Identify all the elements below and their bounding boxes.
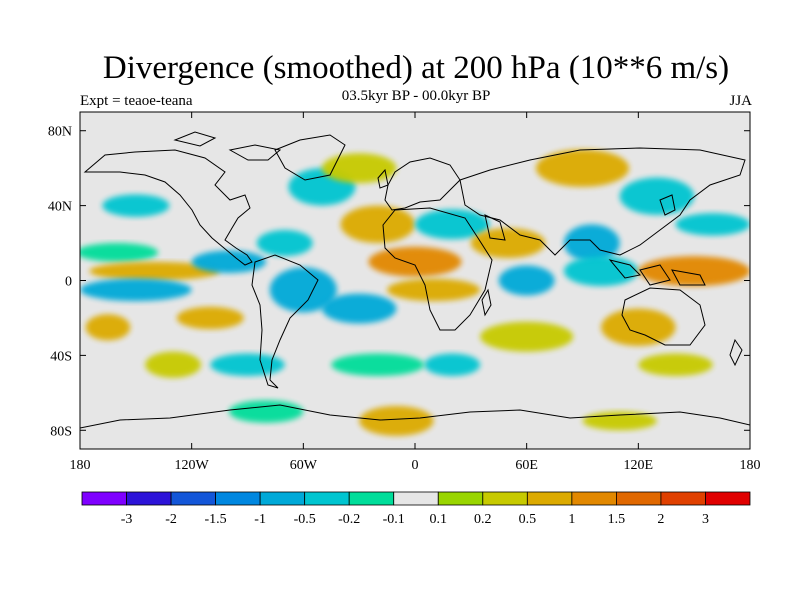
divergence-region: [269, 267, 337, 313]
colorbar-swatch: [215, 491, 261, 506]
divergence-region: [675, 213, 750, 236]
lat-tick-label: 40N: [48, 200, 72, 215]
colorbar-swatch: [616, 491, 662, 506]
colorbar-label: -1: [254, 512, 266, 527]
divergence-region: [582, 411, 657, 431]
divergence-region: [638, 353, 713, 376]
divergence-field-layer: [80, 149, 750, 436]
lat-tick-label: 40S: [50, 349, 72, 364]
divergence-region: [80, 243, 159, 262]
lon-tick-label: 0: [412, 458, 419, 473]
colorbar-swatch: [482, 491, 528, 506]
colorbar-label: 1.5: [608, 512, 626, 527]
colorbar-swatch: [660, 491, 706, 506]
map-axes: 80N 40N 0 40S 80S 180 120W 60W 0 60E 120E 180: [48, 112, 761, 473]
colorbar-swatch: [705, 491, 751, 506]
colorbar-label: -1.5: [205, 512, 227, 527]
divergence-region: [424, 353, 481, 376]
divergence-region: [256, 229, 313, 257]
divergence-region: [340, 205, 415, 244]
divergence-region: [102, 194, 170, 217]
colorbar-label: 0.5: [519, 512, 537, 527]
divergence-region: [563, 256, 639, 287]
lon-tick-label: 60W: [290, 458, 318, 473]
divergence-region: [85, 314, 131, 341]
colorbar-swatch: [259, 491, 306, 506]
lon-tick-label: 180: [740, 458, 761, 473]
lat-tick-label: 0: [65, 275, 72, 290]
colorbar: -3 -2 -1.5 -1 -0.5 -0.2 -0.1 0.1 0.2 0.5 1 1.5 2 3: [81, 491, 751, 527]
divergence-region: [321, 293, 397, 324]
divergence-region: [415, 209, 490, 240]
colorbar-label: -3: [121, 512, 133, 527]
colorbar-label: 0.1: [430, 512, 448, 527]
coastline-layer: [80, 131, 750, 429]
divergence-region: [470, 228, 546, 259]
divergence-region: [359, 405, 434, 436]
colorbar-label: -0.2: [338, 512, 360, 527]
colorbar-label: 1: [568, 512, 575, 527]
divergence-region: [601, 308, 676, 347]
divergence-region: [89, 261, 220, 281]
divergence-region: [619, 177, 695, 215]
divergence-region: [321, 153, 397, 184]
divergence-region: [176, 306, 244, 330]
divergence-region: [535, 149, 630, 187]
colorbar-label: 0.2: [474, 512, 492, 527]
colorbar-label: -0.5: [294, 512, 316, 527]
colorbar-swatch: [81, 491, 127, 506]
divergence-region: [145, 351, 201, 378]
colorbar-label: -0.1: [383, 512, 405, 527]
divergence-region: [480, 321, 574, 352]
experiment-label: Expt = teaoe-teana: [80, 93, 193, 109]
divergence-region: [563, 224, 620, 262]
lon-tick-label: 120W: [175, 458, 210, 473]
divergence-region: [498, 265, 555, 296]
divergence-region: [387, 278, 481, 302]
divergence-region: [368, 246, 462, 277]
colorbar-swatch: [170, 491, 216, 506]
divergence-region: [228, 400, 304, 423]
season-label: JJA: [729, 93, 752, 109]
divergence-region: [210, 353, 285, 376]
lon-tick-label: 60E: [515, 458, 538, 473]
lon-tick-label: 120E: [624, 458, 654, 473]
divergence-region: [331, 353, 425, 376]
colorbar-swatch: [526, 491, 573, 506]
lat-tick-label: 80S: [50, 424, 72, 439]
lat-tick-label: 80N: [48, 125, 72, 140]
colorbar-swatch: [348, 491, 395, 506]
plot-subtitle: 03.5kyr BP - 00.0kyr BP: [341, 88, 491, 104]
colorbar-label: -2: [165, 512, 177, 527]
colorbar-swatch: [393, 491, 439, 506]
colorbar-swatch: [304, 491, 350, 506]
divergence-region: [638, 256, 750, 287]
plot-title: Divergence (smoothed) at 200 hPa (10**6 …: [102, 50, 730, 86]
divergence-region: [80, 278, 192, 302]
lon-tick-label: 180: [70, 458, 91, 473]
colorbar-label: 3: [702, 512, 709, 527]
colorbar-swatch: [571, 491, 617, 506]
colorbar-swatch: [437, 491, 484, 506]
colorbar-label: 2: [657, 512, 664, 527]
colorbar-swatch: [126, 491, 172, 506]
